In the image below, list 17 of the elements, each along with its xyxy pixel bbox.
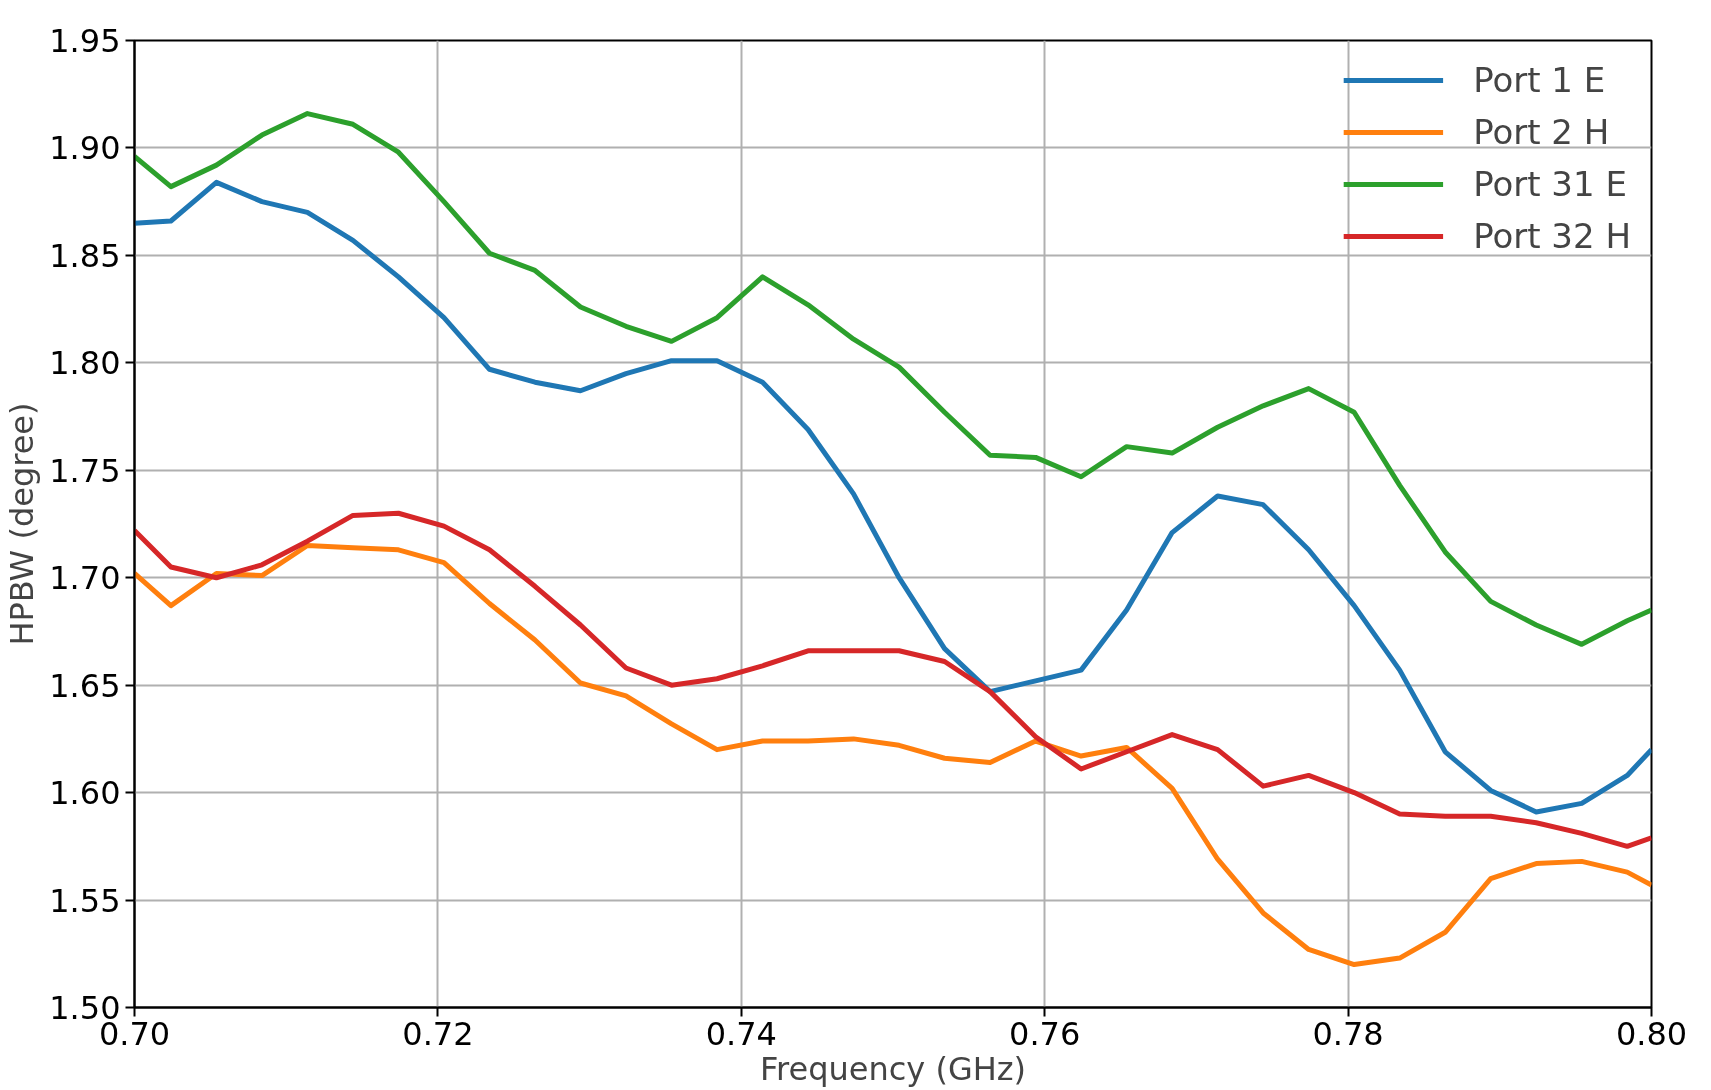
legend-label: Port 1 E: [1473, 60, 1606, 100]
y-axis-title: HPBW (degree): [3, 402, 42, 646]
legend-label: Port 31 E: [1473, 164, 1627, 204]
y-tick-label: 1.95: [49, 22, 121, 60]
x-tick-label: 0.78: [1312, 1014, 1384, 1053]
legend-label: Port 2 H: [1473, 112, 1610, 152]
legend-label: Port 32 H: [1473, 216, 1631, 256]
x-tick-label: 0.72: [402, 1014, 474, 1053]
y-tick-label: 1.90: [49, 129, 121, 168]
y-tick-label: 1.85: [49, 236, 121, 275]
y-tick-label: 1.70: [49, 559, 121, 598]
y-tick-label: 1.65: [49, 666, 121, 705]
y-tick-label: 1.75: [49, 451, 121, 490]
x-tick-label: 0.80: [1615, 1014, 1688, 1053]
y-tick-label: 1.80: [49, 344, 121, 383]
y-tick-label: 1.60: [49, 774, 121, 813]
y-tick-label: 1.55: [49, 881, 121, 920]
